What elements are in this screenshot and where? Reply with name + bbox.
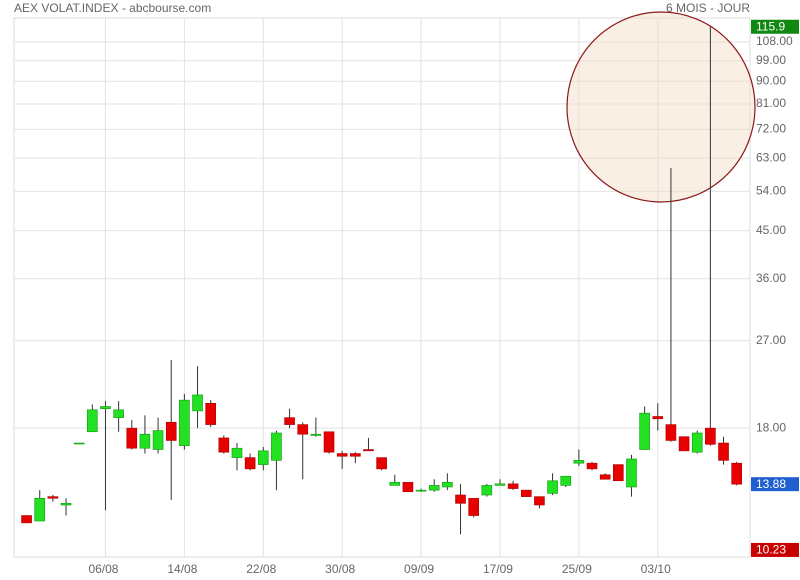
y-tick-label: 54.00 (756, 184, 786, 198)
candle-body (113, 409, 124, 418)
candle-body (665, 424, 677, 441)
x-tick-label: 03/10 (641, 562, 671, 576)
price-label-box (751, 19, 799, 34)
candle-body (705, 427, 716, 445)
grid (14, 18, 750, 557)
candle-body (626, 458, 637, 488)
candle-body (402, 482, 414, 493)
candle-body (179, 399, 190, 446)
x-tick-label: 30/08 (325, 562, 355, 576)
candle-body (678, 436, 690, 452)
price-label: 115.9 (756, 19, 785, 33)
candle-body (534, 496, 545, 506)
x-tick-label: 17/09 (483, 562, 513, 576)
candle-body (573, 460, 585, 464)
candle-body (639, 412, 650, 450)
candle-body (389, 482, 401, 486)
price-label: 13.88 (756, 477, 786, 491)
x-tick-label: 25/09 (562, 562, 592, 576)
y-tick-label: 45.00 (756, 223, 786, 237)
x-tick-label: 14/08 (167, 562, 197, 576)
candle-body (47, 496, 59, 499)
candle-body (205, 402, 216, 425)
candle-body (520, 489, 532, 497)
candle-body (376, 457, 387, 470)
candle-body (34, 497, 46, 522)
candle-body (613, 464, 624, 482)
highlight-circle (566, 11, 756, 203)
candle-body (507, 483, 519, 489)
x-tick-label: 06/08 (88, 562, 118, 576)
candle-body (428, 485, 440, 491)
candle-body (73, 442, 85, 445)
y-tick-label: 81.00 (756, 96, 786, 110)
candle-body (87, 409, 98, 433)
candle-body (323, 431, 335, 453)
candle-body (231, 447, 243, 458)
candle-body (21, 515, 32, 524)
candles (21, 26, 742, 535)
candle-body (547, 480, 558, 494)
candle-body (363, 449, 374, 452)
y-tick-label: 72.00 (756, 122, 786, 136)
candle-body (468, 497, 479, 516)
candle-body (691, 432, 703, 453)
chart-title: AEX VOLAT.INDEX - abcbourse.com (14, 1, 211, 15)
y-tick-label: 36.00 (756, 271, 786, 285)
candle-body (350, 453, 361, 457)
candle-body (415, 489, 427, 492)
candle-body (244, 457, 256, 470)
candle-body (310, 433, 322, 436)
x-tick-label: 22/08 (246, 562, 276, 576)
candle-body (100, 406, 111, 409)
candle-body (218, 437, 230, 453)
x-tick-label: 09/09 (404, 562, 434, 576)
candle-body (652, 416, 664, 420)
candle-body (718, 442, 729, 461)
candle-body (192, 394, 203, 412)
candle-body (126, 427, 138, 449)
candle-body (442, 482, 453, 488)
candle-body (560, 475, 572, 486)
price-label-box (751, 542, 799, 557)
candle-body (139, 433, 151, 449)
candle-body (336, 453, 348, 457)
candle-body (60, 503, 72, 506)
price-label-box (751, 477, 799, 492)
candle-body (731, 462, 742, 485)
y-tick-label: 18.00 (756, 420, 786, 434)
chart-subtitle: 6 MOIS - JOUR (666, 1, 750, 15)
candle-body (494, 483, 506, 486)
candle-body (586, 462, 598, 470)
candle-body (481, 485, 493, 496)
candle-body (271, 432, 282, 461)
y-tick-label: 63.00 (756, 150, 786, 164)
candle-body (165, 421, 177, 441)
y-tick-label: 90.00 (756, 73, 786, 87)
price-label: 10.23 (756, 543, 786, 557)
y-tick-label: 99.00 (756, 53, 786, 67)
candle-body (455, 494, 466, 504)
y-tick-label: 108.00 (756, 34, 793, 48)
candle-body (152, 430, 164, 450)
y-tick-label: 27.00 (756, 333, 786, 347)
candle-body (257, 450, 269, 465)
candle-body (599, 474, 611, 480)
candle-body (297, 424, 309, 435)
candle-body (284, 417, 295, 425)
